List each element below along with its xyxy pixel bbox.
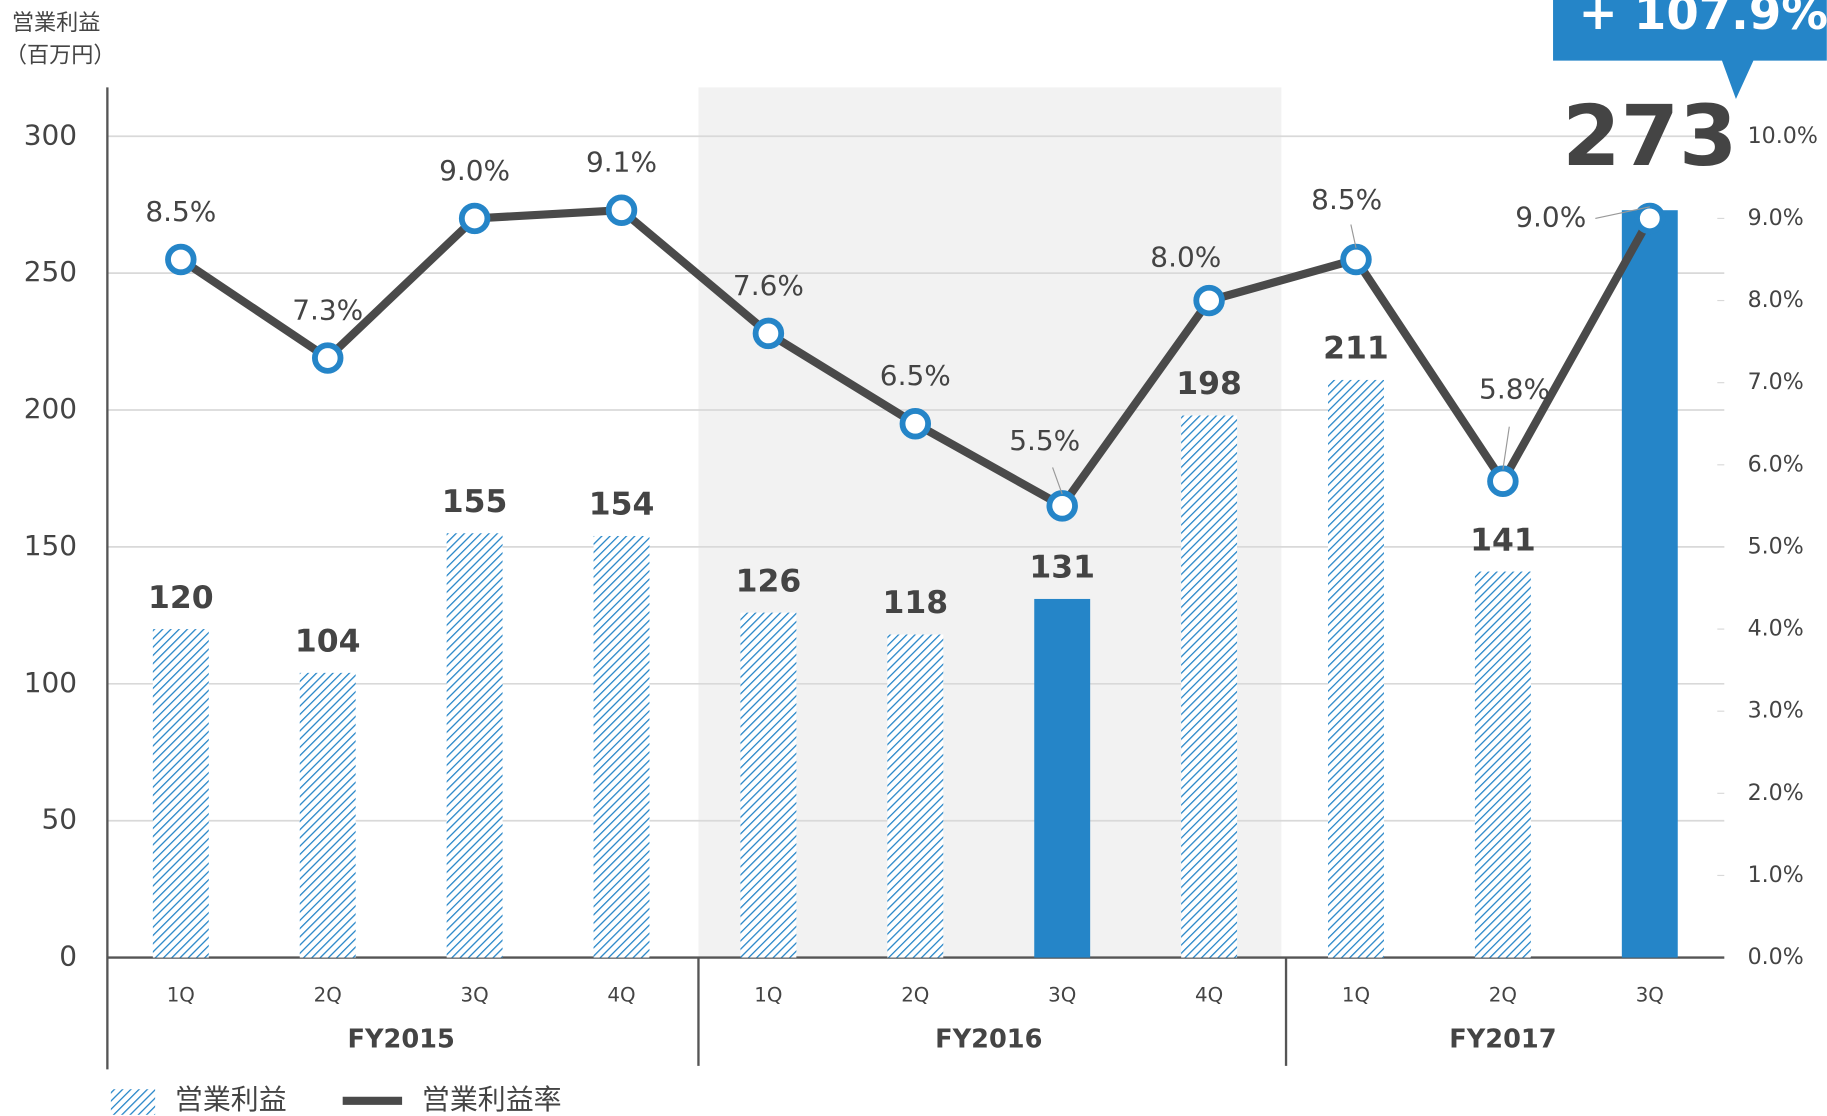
y2-tick-label: 0.0% [1748, 944, 1804, 970]
x-tick-label: 4Q [1195, 984, 1223, 1007]
y2-tick-label: 8.0% [1748, 287, 1804, 313]
y-tick-label: 0 [59, 940, 77, 973]
x-tick-label: 4Q [607, 984, 635, 1007]
line-point [899, 408, 932, 440]
x-tick-label: 2Q [901, 984, 929, 1007]
bar-value-label: 198 [1176, 366, 1242, 402]
line-value-label: 5.5% [1009, 424, 1080, 457]
leader-line [1350, 224, 1357, 248]
y-tick-label: 100 [24, 666, 77, 699]
bar [152, 629, 209, 958]
line-point [165, 243, 197, 276]
bar [446, 533, 503, 958]
bar [1328, 379, 1384, 958]
line-point [1340, 243, 1372, 276]
line-point [311, 342, 344, 374]
line-point [458, 202, 491, 235]
x-tick-label: 3Q [461, 984, 489, 1007]
line-value-label: 7.6% [733, 269, 804, 302]
line-value-label: 9.0% [439, 154, 510, 187]
y2-tick-label: 10.0% [1748, 123, 1818, 149]
legend-label: 営業利益率 [422, 1083, 562, 1116]
y2-tick-label: 2.0% [1748, 780, 1804, 806]
group-label: FY2017 [1449, 1024, 1556, 1054]
y2-tick-label: 1.0% [1748, 862, 1804, 888]
line-point [1634, 202, 1666, 235]
y-tick-label: 250 [24, 255, 77, 288]
bar-value-label: 131 [1029, 550, 1095, 586]
bar [593, 535, 650, 958]
group-label: FY2015 [348, 1024, 455, 1054]
x-tick-label: 1Q [167, 984, 195, 1007]
line-point [1193, 284, 1225, 317]
y2-tick-label: 5.0% [1748, 533, 1804, 559]
y2-tick-label: 9.0% [1748, 205, 1804, 231]
line-point [605, 194, 638, 226]
bar-value-label: 120 [148, 580, 214, 616]
line-value-label: 9.1% [586, 146, 657, 179]
y-tick-label: 50 [42, 803, 78, 836]
bar-value-label: 141 [1470, 522, 1536, 558]
bar [740, 612, 797, 958]
line-value-label: 5.8% [1479, 372, 1550, 405]
callout-box [1553, 0, 1827, 100]
y2-tick-label: 7.0% [1748, 369, 1804, 395]
y-tick-label: 300 [24, 118, 77, 151]
leader-line [1502, 426, 1510, 470]
bar-value-label: 126 [736, 563, 802, 599]
bar [1621, 210, 1678, 958]
x-tick-label: 3Q [1048, 984, 1076, 1007]
bar [887, 634, 944, 958]
line-value-label: 8.5% [1311, 183, 1382, 216]
bar [1034, 598, 1091, 958]
line-value-label: 7.3% [292, 293, 363, 326]
bar-value-label: 154 [589, 487, 655, 523]
line-point [752, 317, 785, 350]
x-tick-label: 2Q [1489, 984, 1517, 1007]
callout-text: + 107.9% [1579, 0, 1827, 40]
line-value-label: 9.0% [1515, 200, 1586, 233]
legend-label: 営業利益 [175, 1083, 287, 1116]
bar-value-label: 118 [882, 585, 948, 621]
y-axis-title: 営業利益 [12, 10, 101, 36]
bar [299, 672, 356, 958]
bar [1181, 415, 1238, 958]
bar-value-label: 104 [295, 624, 361, 660]
line-value-label: 8.0% [1150, 241, 1221, 274]
legend-swatch [110, 1089, 156, 1115]
leader-line [1052, 467, 1063, 495]
bar-value-label: 155 [442, 484, 508, 520]
y2-tick-label: 4.0% [1748, 616, 1804, 642]
leader-line [1595, 206, 1650, 219]
group-label: FY2016 [935, 1024, 1042, 1054]
bar-value-label: 273 [1562, 87, 1737, 185]
bar [1474, 571, 1531, 958]
y-tick-label: 200 [24, 392, 77, 425]
line-value-label: 8.5% [145, 195, 216, 228]
y-tick-label: 150 [24, 529, 77, 562]
y2-tick-label: 3.0% [1748, 698, 1804, 724]
x-tick-label: 1Q [754, 984, 782, 1007]
line-point [1487, 465, 1519, 497]
bar-value-label: 211 [1323, 331, 1389, 367]
y2-tick-label: 6.0% [1748, 451, 1804, 477]
x-tick-label: 2Q [314, 984, 342, 1007]
y-axis-unit: （百万円） [5, 42, 116, 68]
line-value-label: 6.5% [880, 359, 951, 392]
x-tick-label: 3Q [1636, 984, 1664, 1007]
x-tick-label: 1Q [1342, 984, 1370, 1007]
line-point [1046, 490, 1078, 522]
